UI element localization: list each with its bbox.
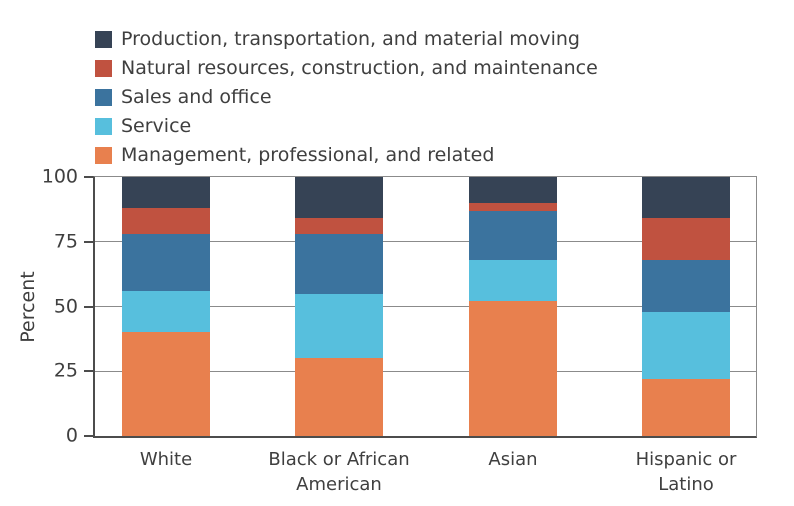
legend-item: Natural resources, construction, and mai… bbox=[95, 54, 598, 83]
chart-legend: Production, transportation, and material… bbox=[95, 25, 598, 170]
x-tick-label: Asian bbox=[488, 449, 538, 470]
bar-segment bbox=[295, 177, 383, 219]
bar-segment bbox=[295, 233, 383, 294]
bar-segment bbox=[469, 202, 557, 211]
bar-segment bbox=[295, 218, 383, 234]
legend-item: Production, transportation, and material… bbox=[95, 25, 598, 54]
y-tick-label: 25 bbox=[53, 359, 78, 382]
bar-segment bbox=[642, 177, 730, 219]
legend-label: Production, transportation, and material… bbox=[121, 28, 580, 50]
bar-segment bbox=[122, 208, 210, 234]
bar-segment bbox=[122, 177, 210, 209]
bar-segment bbox=[642, 218, 730, 260]
y-tick-label: 0 bbox=[65, 424, 78, 447]
legend-swatch-icon bbox=[95, 118, 112, 135]
x-tick-label: Hispanic or Latino bbox=[635, 449, 737, 495]
plot-area bbox=[93, 176, 757, 438]
bar-white bbox=[122, 177, 210, 436]
bar-segment bbox=[642, 379, 730, 436]
y-tick-mark bbox=[84, 240, 93, 243]
y-tick-label: 50 bbox=[53, 295, 78, 317]
legend-item: Service bbox=[95, 112, 598, 141]
x-tick-label: Black or African American bbox=[268, 449, 410, 495]
legend-swatch-icon bbox=[95, 60, 112, 77]
bar-segment bbox=[122, 290, 210, 333]
legend-swatch-icon bbox=[95, 31, 112, 48]
gridline-25 bbox=[95, 370, 756, 372]
bar-asian bbox=[469, 177, 557, 436]
y-tick-label: 100 bbox=[41, 165, 78, 188]
legend-swatch-icon bbox=[95, 147, 112, 164]
bar-segment bbox=[295, 293, 383, 359]
gridline-50 bbox=[95, 306, 756, 307]
bar-segment bbox=[469, 210, 557, 260]
legend-label: Service bbox=[121, 115, 192, 137]
legend-label: Management, professional, and related bbox=[121, 144, 495, 166]
bar-segment bbox=[122, 233, 210, 291]
bar-segment bbox=[642, 311, 730, 379]
bar-hispanic-or-latino bbox=[642, 177, 730, 436]
y-tick-label: 75 bbox=[53, 230, 78, 253]
gridline-75 bbox=[95, 241, 756, 243]
legend-swatch-icon bbox=[95, 89, 112, 106]
bar-black-or-african-american bbox=[295, 177, 383, 436]
bar-segment bbox=[469, 301, 557, 436]
bar-segment bbox=[642, 259, 730, 312]
y-tick-mark bbox=[84, 305, 93, 308]
y-tick-mark bbox=[84, 176, 93, 178]
bar-segment bbox=[469, 259, 557, 302]
legend-label: Natural resources, construction, and mai… bbox=[121, 57, 598, 79]
bar-segment bbox=[469, 177, 557, 203]
x-tick-label: White bbox=[139, 449, 193, 470]
legend-item: Management, professional, and related bbox=[95, 141, 598, 170]
y-tick-mark bbox=[84, 435, 93, 437]
bar-segment bbox=[295, 358, 383, 436]
legend-item: Sales and office bbox=[95, 83, 598, 112]
y-tick-mark bbox=[84, 370, 93, 373]
bar-segment bbox=[122, 332, 210, 436]
legend-label: Sales and office bbox=[121, 86, 272, 108]
